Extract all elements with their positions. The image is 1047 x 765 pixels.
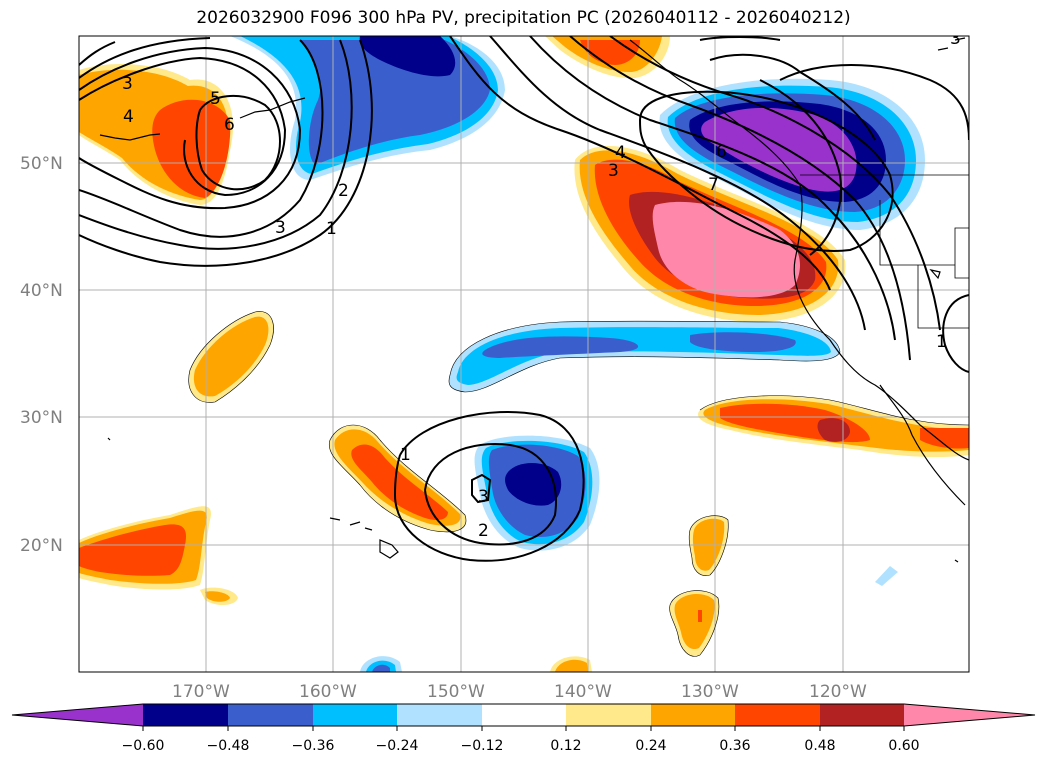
precip-blob-sw — [79, 506, 238, 606]
colorbar-tick-label: 0.36 — [719, 738, 750, 754]
lon-label: 160°W — [299, 682, 357, 702]
contour-label: 4 — [615, 143, 626, 163]
colorbar-tick-label: −0.36 — [292, 738, 335, 754]
pv-contours — [79, 36, 969, 562]
colorbar-extend-left — [12, 704, 143, 726]
colorbar-tick-label: 0.48 — [804, 738, 835, 754]
lon-label: 130°W — [681, 682, 739, 702]
colorbar-swatch — [397, 704, 482, 726]
colorbar-swatch — [820, 704, 904, 726]
blob-outlines — [188, 311, 969, 657]
colorbar-tick-label: −0.60 — [122, 738, 165, 754]
contour-label: 3 — [275, 218, 286, 238]
precip-band-37n — [448, 321, 840, 392]
colorbar-swatch — [313, 704, 397, 726]
colorbar-tick-label: 0.24 — [635, 738, 666, 754]
contour-label: 5 — [210, 89, 221, 109]
lat-label: 30°N — [20, 408, 63, 428]
colorbar-swatch — [143, 704, 228, 726]
lon-label: 170°W — [172, 682, 230, 702]
precip-blob-hawaii — [329, 425, 466, 532]
contour-label: 4 — [123, 107, 134, 127]
precip-band-baja — [698, 395, 969, 458]
contour-label: 1 — [326, 219, 337, 239]
colorbar-extend-right — [904, 704, 1035, 726]
colorbar-ticks — [142, 726, 905, 731]
precip-blob-145w — [474, 435, 600, 551]
colorbar-swatch — [735, 704, 820, 726]
lat-label: 40°N — [20, 281, 63, 301]
precip-blob-165w — [188, 311, 274, 403]
contour-labels: 3 4 5 6 3 2 1 3 4 6 7 1 1 3 2 3 — [122, 29, 961, 541]
lat-labels: 50°N 40°N 30°N 20°N — [20, 154, 63, 556]
colorbar: −0.60 −0.48 −0.36 −0.24 −0.12 0.12 0.24 … — [11, 703, 1036, 754]
lon-label: 140°W — [554, 682, 612, 702]
lat-label: 20°N — [20, 536, 63, 556]
contour-label: 3 — [950, 29, 961, 49]
borders — [800, 174, 969, 329]
map-title: 2026032900 F096 300 hPa PV, precipitatio… — [196, 8, 851, 28]
colorbar-tick-label: 0.12 — [550, 738, 581, 754]
colorbar-swatch — [228, 704, 313, 726]
contour-label: 2 — [338, 181, 349, 201]
contour-label: 7 — [708, 175, 719, 195]
contour-label: 6 — [716, 142, 727, 162]
precip-blobs-south — [360, 515, 898, 672]
contour-label: 2 — [478, 521, 489, 541]
colorbar-tick-label: −0.24 — [376, 738, 419, 754]
map-frame — [78, 35, 970, 673]
lon-label: 150°W — [427, 682, 485, 702]
colorbar-swatch — [651, 704, 735, 726]
lat-label: 50°N — [20, 154, 63, 174]
precip-blob-west-coast — [574, 146, 846, 322]
colorbar-tick-label: −0.12 — [461, 738, 504, 754]
contour-label: 3 — [478, 487, 489, 507]
contour-label: 1 — [400, 445, 411, 465]
colorbar-swatch — [482, 704, 566, 726]
contour-label: 6 — [224, 115, 235, 135]
colorbar-tick-label: 0.60 — [888, 738, 919, 754]
contour-label: 3 — [608, 161, 619, 181]
contour-label: 3 — [122, 74, 133, 94]
colorbar-swatch — [566, 704, 651, 726]
colorbar-tick-label: −0.48 — [207, 738, 250, 754]
gridlines — [79, 36, 969, 672]
map-content: 3 4 5 6 3 2 1 3 4 6 7 1 1 3 2 3 — [79, 29, 969, 672]
contour-label: 1 — [936, 332, 947, 352]
lon-labels: 170°W 160°W 150°W 140°W 130°W 120°W — [172, 682, 867, 702]
lon-label: 120°W — [809, 682, 867, 702]
